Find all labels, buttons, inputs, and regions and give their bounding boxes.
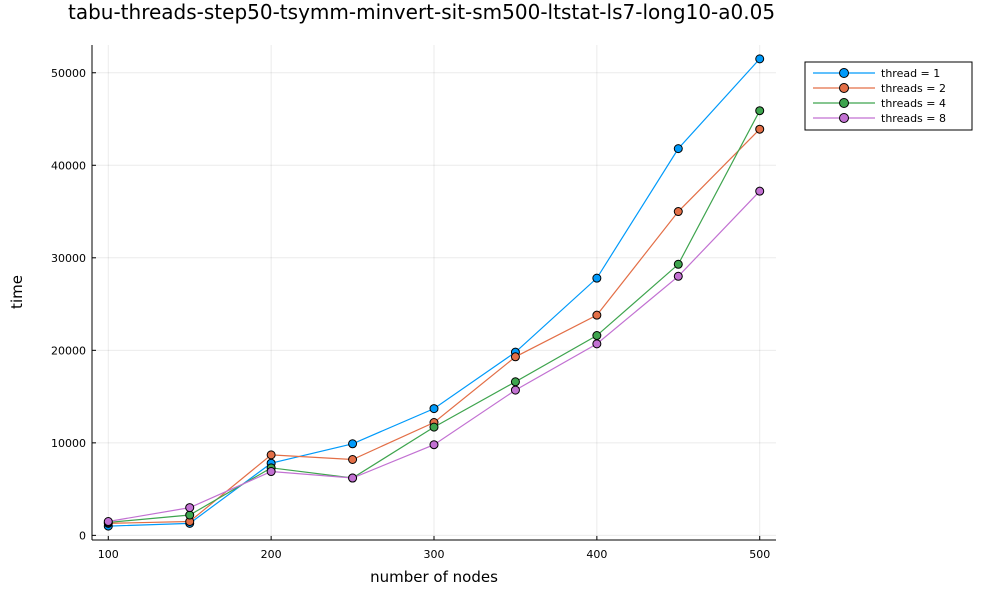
- x-tick-label: 100: [98, 548, 119, 561]
- legend-label: threads = 4: [881, 97, 946, 110]
- y-tick-label: 0: [79, 529, 86, 542]
- x-tick-label: 400: [586, 548, 607, 561]
- x-tick-label: 200: [261, 548, 282, 561]
- data-point: [348, 473, 358, 483]
- x-tick-label: 500: [749, 548, 770, 561]
- data-point: [185, 510, 195, 520]
- data-point: [592, 339, 602, 349]
- legend-label: thread = 1: [881, 67, 940, 80]
- data-point: [266, 467, 276, 477]
- data-point: [510, 352, 520, 362]
- series-4: [103, 186, 765, 526]
- data-point: [755, 186, 765, 196]
- data-point: [673, 144, 683, 154]
- tick-labels: 100 200 300 400 500 0 10000 20000 30000 40000 5000…: [51, 67, 770, 561]
- x-axis-label: number of nodes: [370, 568, 498, 586]
- data-point: [673, 271, 683, 281]
- chart-title: tabu-threads-step50-tsymm-minvert-sit-sm…: [68, 0, 775, 24]
- data-point: [348, 439, 358, 449]
- data-point: [510, 377, 520, 387]
- legend: thread = 1 threads = 2 threads = 4 threads …: [804, 61, 973, 131]
- data-point: [673, 259, 683, 269]
- data-point: [185, 503, 195, 513]
- data-point: [429, 422, 439, 432]
- x-tick-label: 300: [424, 548, 445, 561]
- data-point: [103, 516, 113, 526]
- data-point: [429, 404, 439, 414]
- y-tick-label: 50000: [51, 67, 86, 80]
- y-tick-label: 30000: [51, 252, 86, 265]
- legend-marker: [839, 98, 849, 108]
- y-tick-label: 20000: [51, 344, 86, 357]
- y-axis-label: time: [8, 275, 26, 309]
- data-point: [755, 124, 765, 134]
- data-point: [592, 310, 602, 320]
- data-point: [755, 54, 765, 64]
- axes: [91, 45, 776, 541]
- series-group: [103, 54, 765, 531]
- data-point: [510, 385, 520, 395]
- data-point: [592, 273, 602, 283]
- data-point: [755, 106, 765, 116]
- legend-label: threads = 2: [881, 82, 946, 95]
- y-tick-label: 40000: [51, 159, 86, 172]
- y-tick-label: 10000: [51, 437, 86, 450]
- data-point: [673, 207, 683, 217]
- legend-marker: [839, 83, 849, 93]
- legend-label: threads = 8: [881, 112, 946, 125]
- data-point: [266, 450, 276, 460]
- data-point: [592, 331, 602, 341]
- legend-marker: [839, 113, 849, 123]
- legend-marker: [839, 68, 849, 78]
- data-point: [429, 440, 439, 450]
- data-point: [348, 455, 358, 465]
- grid: [92, 45, 776, 540]
